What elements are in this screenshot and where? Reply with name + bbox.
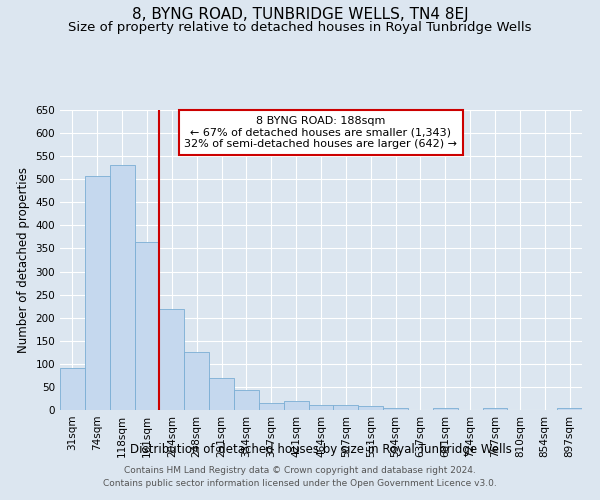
Bar <box>383 408 408 410</box>
Bar <box>110 166 134 410</box>
Text: 8, BYNG ROAD, TUNBRIDGE WELLS, TN4 8EJ: 8, BYNG ROAD, TUNBRIDGE WELLS, TN4 8EJ <box>131 8 469 22</box>
Bar <box>209 378 234 410</box>
Text: Contains HM Land Registry data © Crown copyright and database right 2024.
Contai: Contains HM Land Registry data © Crown c… <box>103 466 497 487</box>
Text: 8 BYNG ROAD: 188sqm
← 67% of detached houses are smaller (1,343)
32% of semi-det: 8 BYNG ROAD: 188sqm ← 67% of detached ho… <box>185 116 458 149</box>
Bar <box>482 408 508 410</box>
Bar <box>134 242 160 410</box>
Bar <box>358 406 383 410</box>
Text: Distribution of detached houses by size in Royal Tunbridge Wells: Distribution of detached houses by size … <box>130 442 512 456</box>
Bar <box>334 405 358 410</box>
Bar <box>433 408 458 410</box>
Bar <box>60 368 85 410</box>
Y-axis label: Number of detached properties: Number of detached properties <box>17 167 30 353</box>
Bar <box>85 176 110 410</box>
Bar <box>184 352 209 410</box>
Bar <box>160 310 184 410</box>
Bar <box>259 402 284 410</box>
Bar <box>557 408 582 410</box>
Bar <box>234 390 259 410</box>
Bar <box>308 405 334 410</box>
Text: Size of property relative to detached houses in Royal Tunbridge Wells: Size of property relative to detached ho… <box>68 21 532 34</box>
Bar <box>284 401 308 410</box>
